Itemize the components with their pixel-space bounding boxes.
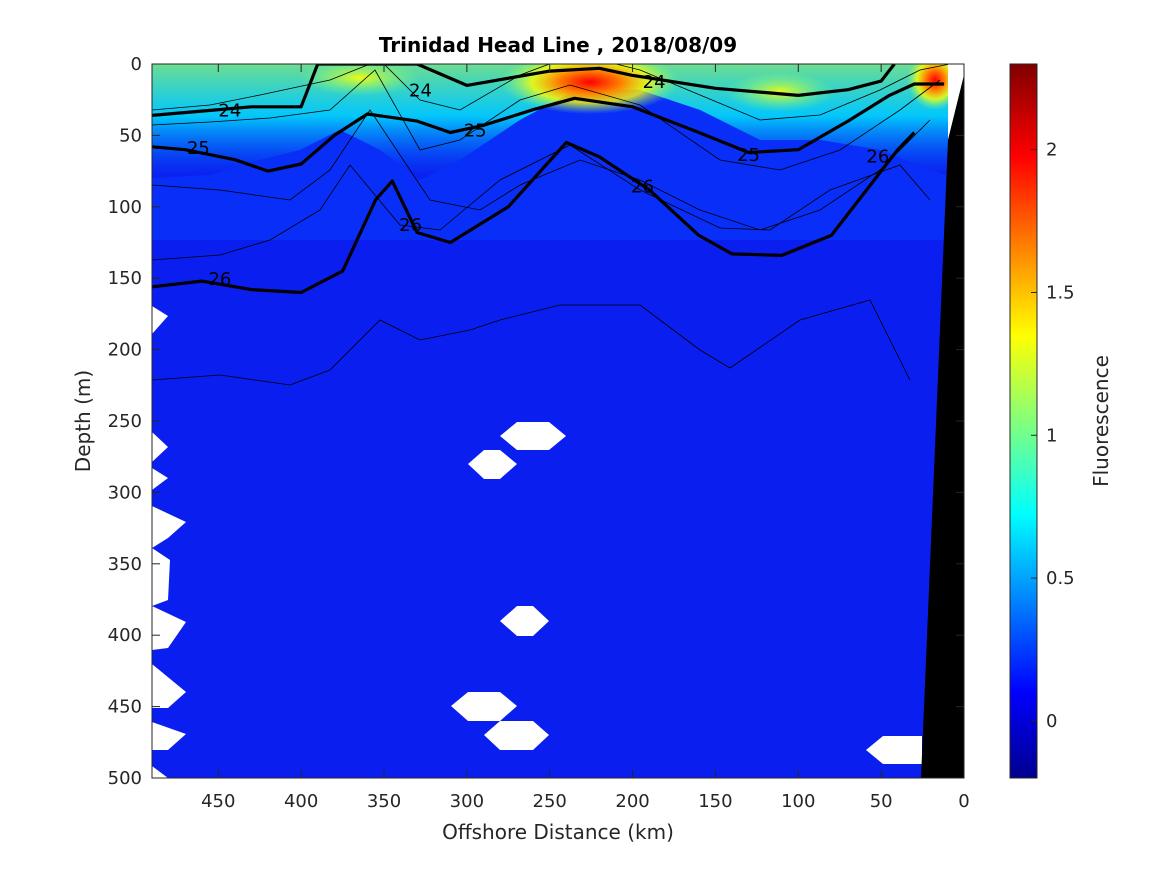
y-tick-label: 50 [119,125,142,146]
missing-data-patch [468,450,517,479]
thin-isopycnal [152,64,951,121]
x-axis-label: Offshore Distance (km) [442,820,674,844]
y-tick-label: 400 [108,625,142,646]
x-tick-label: 250 [533,791,567,812]
mid-shelf-band [152,88,964,240]
colorbar-tick-label: 0.5 [1046,568,1075,589]
y-tick-label: 200 [108,340,142,361]
contour-label: 26 [631,176,654,197]
contour-label: 25 [464,121,487,142]
contour-label: 24 [643,72,666,93]
x-tick-label: 450 [201,791,235,812]
colorbar-gradient [1010,64,1037,778]
missing-data-patch [484,721,549,750]
missing-data-patch [152,606,186,650]
chart-title: Trinidad Head Line , 2018/08/09 [379,33,737,57]
colorbar-tick-label: 1.5 [1046,282,1075,303]
contour-label: 26 [399,215,422,236]
colorbar: 0 0.5 1 1.5 2 Fluorescence [1009,63,1113,779]
missing-data-patch [152,548,170,606]
contour-label: 24 [409,81,432,102]
contour-labels: 24 24 24 25 25 25 26 26 26 26 [187,72,889,290]
y-axis-label: Depth (m) [71,370,95,472]
y-tick-label: 500 [108,768,142,789]
missing-data-patch [866,736,922,764]
missing-data-patch [152,506,186,548]
missing-data-patch [451,692,517,721]
nearshore-white-gap [948,64,964,140]
contour-label: 26 [866,146,889,167]
thin-isopycnal [152,69,941,171]
x-axis-ticks: 450 400 350 300 250 200 150 100 50 0 [201,64,970,812]
x-tick-label: 0 [958,791,969,812]
x-tick-label: 50 [870,791,893,812]
missing-data-patch [152,468,168,490]
missing-data-patch [152,664,186,708]
colorbar-tick-label: 1 [1046,425,1057,446]
contour-label: 26 [208,269,231,290]
missing-data-patch [152,306,168,334]
y-tick-label: 450 [108,697,142,718]
offshore-yellow-patch [300,64,420,96]
missing-data-gaps [152,306,922,778]
y-tick-label: 0 [131,54,142,75]
colorbar-ticks: 0 0.5 1 1.5 2 [1031,140,1075,732]
x-tick-label: 400 [284,791,318,812]
missing-data-patch [500,422,566,450]
plot-area: 24 24 24 25 25 25 26 26 26 26 [151,63,965,779]
y-axis-ticks: 0 50 100 150 200 250 300 350 400 450 500 [108,54,964,789]
y-tick-label: 300 [108,482,142,503]
colorbar-label: Fluorescence [1089,355,1113,487]
y-tick-label: 250 [108,411,142,432]
missing-data-patch [500,606,549,636]
contour-label: 24 [218,101,241,122]
contour-label: 25 [187,138,210,159]
y-tick-label: 150 [108,268,142,289]
x-tick-label: 150 [698,791,732,812]
thin-isopycnal [152,144,931,261]
midshelf-yellow-patch [725,72,835,112]
colorbar-tick-label: 2 [1046,140,1057,161]
thin-isopycnals [152,64,951,386]
colorbar-tick-label: 0 [1046,711,1057,732]
missing-data-patch [152,722,186,750]
x-tick-label: 200 [615,791,649,812]
thin-isopycnal [152,109,931,231]
y-tick-label: 350 [108,554,142,575]
seafloor-bathymetry [921,75,964,778]
contour-label: 25 [737,145,760,166]
missing-data-patch [152,432,168,462]
isopycnal-26 [152,131,916,295]
x-tick-label: 300 [450,791,484,812]
y-tick-label: 100 [108,197,142,218]
isopycnal-25 [152,82,945,173]
missing-data-patch [152,766,168,778]
x-tick-label: 100 [781,791,815,812]
thin-isopycnal [152,299,911,386]
colorbar-frame [1009,63,1038,779]
x-tick-label: 350 [367,791,401,812]
